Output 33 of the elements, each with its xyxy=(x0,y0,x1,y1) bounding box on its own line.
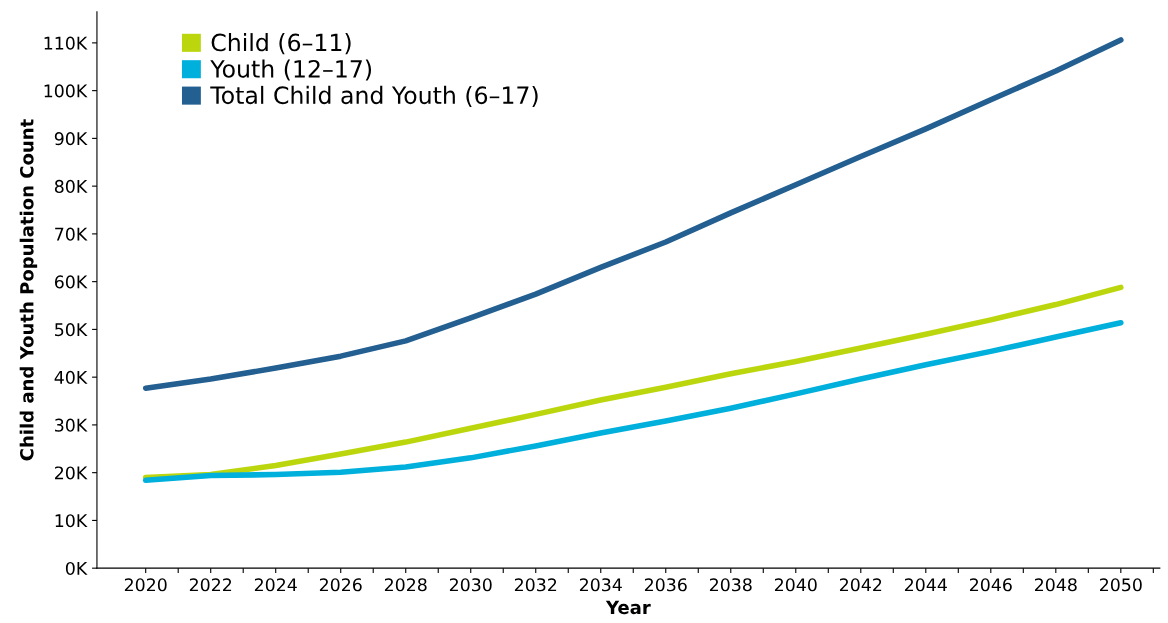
x-tick-label: 2050 xyxy=(1100,578,1142,592)
y-tick-label: 40K xyxy=(54,370,88,384)
x-tick-label: 2032 xyxy=(514,578,557,592)
x-tick-label: 2048 xyxy=(1034,578,1077,592)
x-tick-label: 2044 xyxy=(904,578,947,592)
x-tick-label: 2042 xyxy=(839,578,882,592)
legend-label: Youth (12–17) xyxy=(210,59,372,81)
legend-label: Total Child and Youth (6–17) xyxy=(210,85,538,107)
y-tick-label: 80K xyxy=(54,179,88,193)
x-axis-title: Year xyxy=(605,600,651,615)
x-tick-label: 2034 xyxy=(579,578,622,592)
y-tick-label: 30K xyxy=(55,418,88,432)
x-tick-label: 2028 xyxy=(384,578,427,592)
x-tick-label: 2022 xyxy=(189,578,232,592)
y-tick-label: 10K xyxy=(55,514,88,528)
x-tick-label: 2030 xyxy=(449,578,492,592)
y-tick-label: 100K xyxy=(44,84,88,98)
y-tick-label: 60K xyxy=(54,275,88,289)
y-tick-label: 20K xyxy=(55,466,88,480)
y-tick-label: 90K xyxy=(54,132,88,146)
y-tick-label: 50K xyxy=(55,323,88,337)
y-tick-label: 110K xyxy=(44,36,88,50)
y-tick-label: 70K xyxy=(55,227,88,241)
x-tick-label: 2020 xyxy=(124,578,167,592)
y-tick-label: 0K xyxy=(65,561,88,576)
y-axis-title: Child and Youth Population Count xyxy=(19,119,38,461)
x-tick-label: 2026 xyxy=(319,578,362,592)
x-tick-label: 2040 xyxy=(774,578,817,592)
legend-label: Child (6–11) xyxy=(211,33,351,55)
x-tick-label: 2036 xyxy=(644,578,687,592)
x-tick-label: 2046 xyxy=(969,578,1012,592)
x-tick-label: 2038 xyxy=(709,578,752,592)
x-tick-label: 2024 xyxy=(254,578,297,592)
